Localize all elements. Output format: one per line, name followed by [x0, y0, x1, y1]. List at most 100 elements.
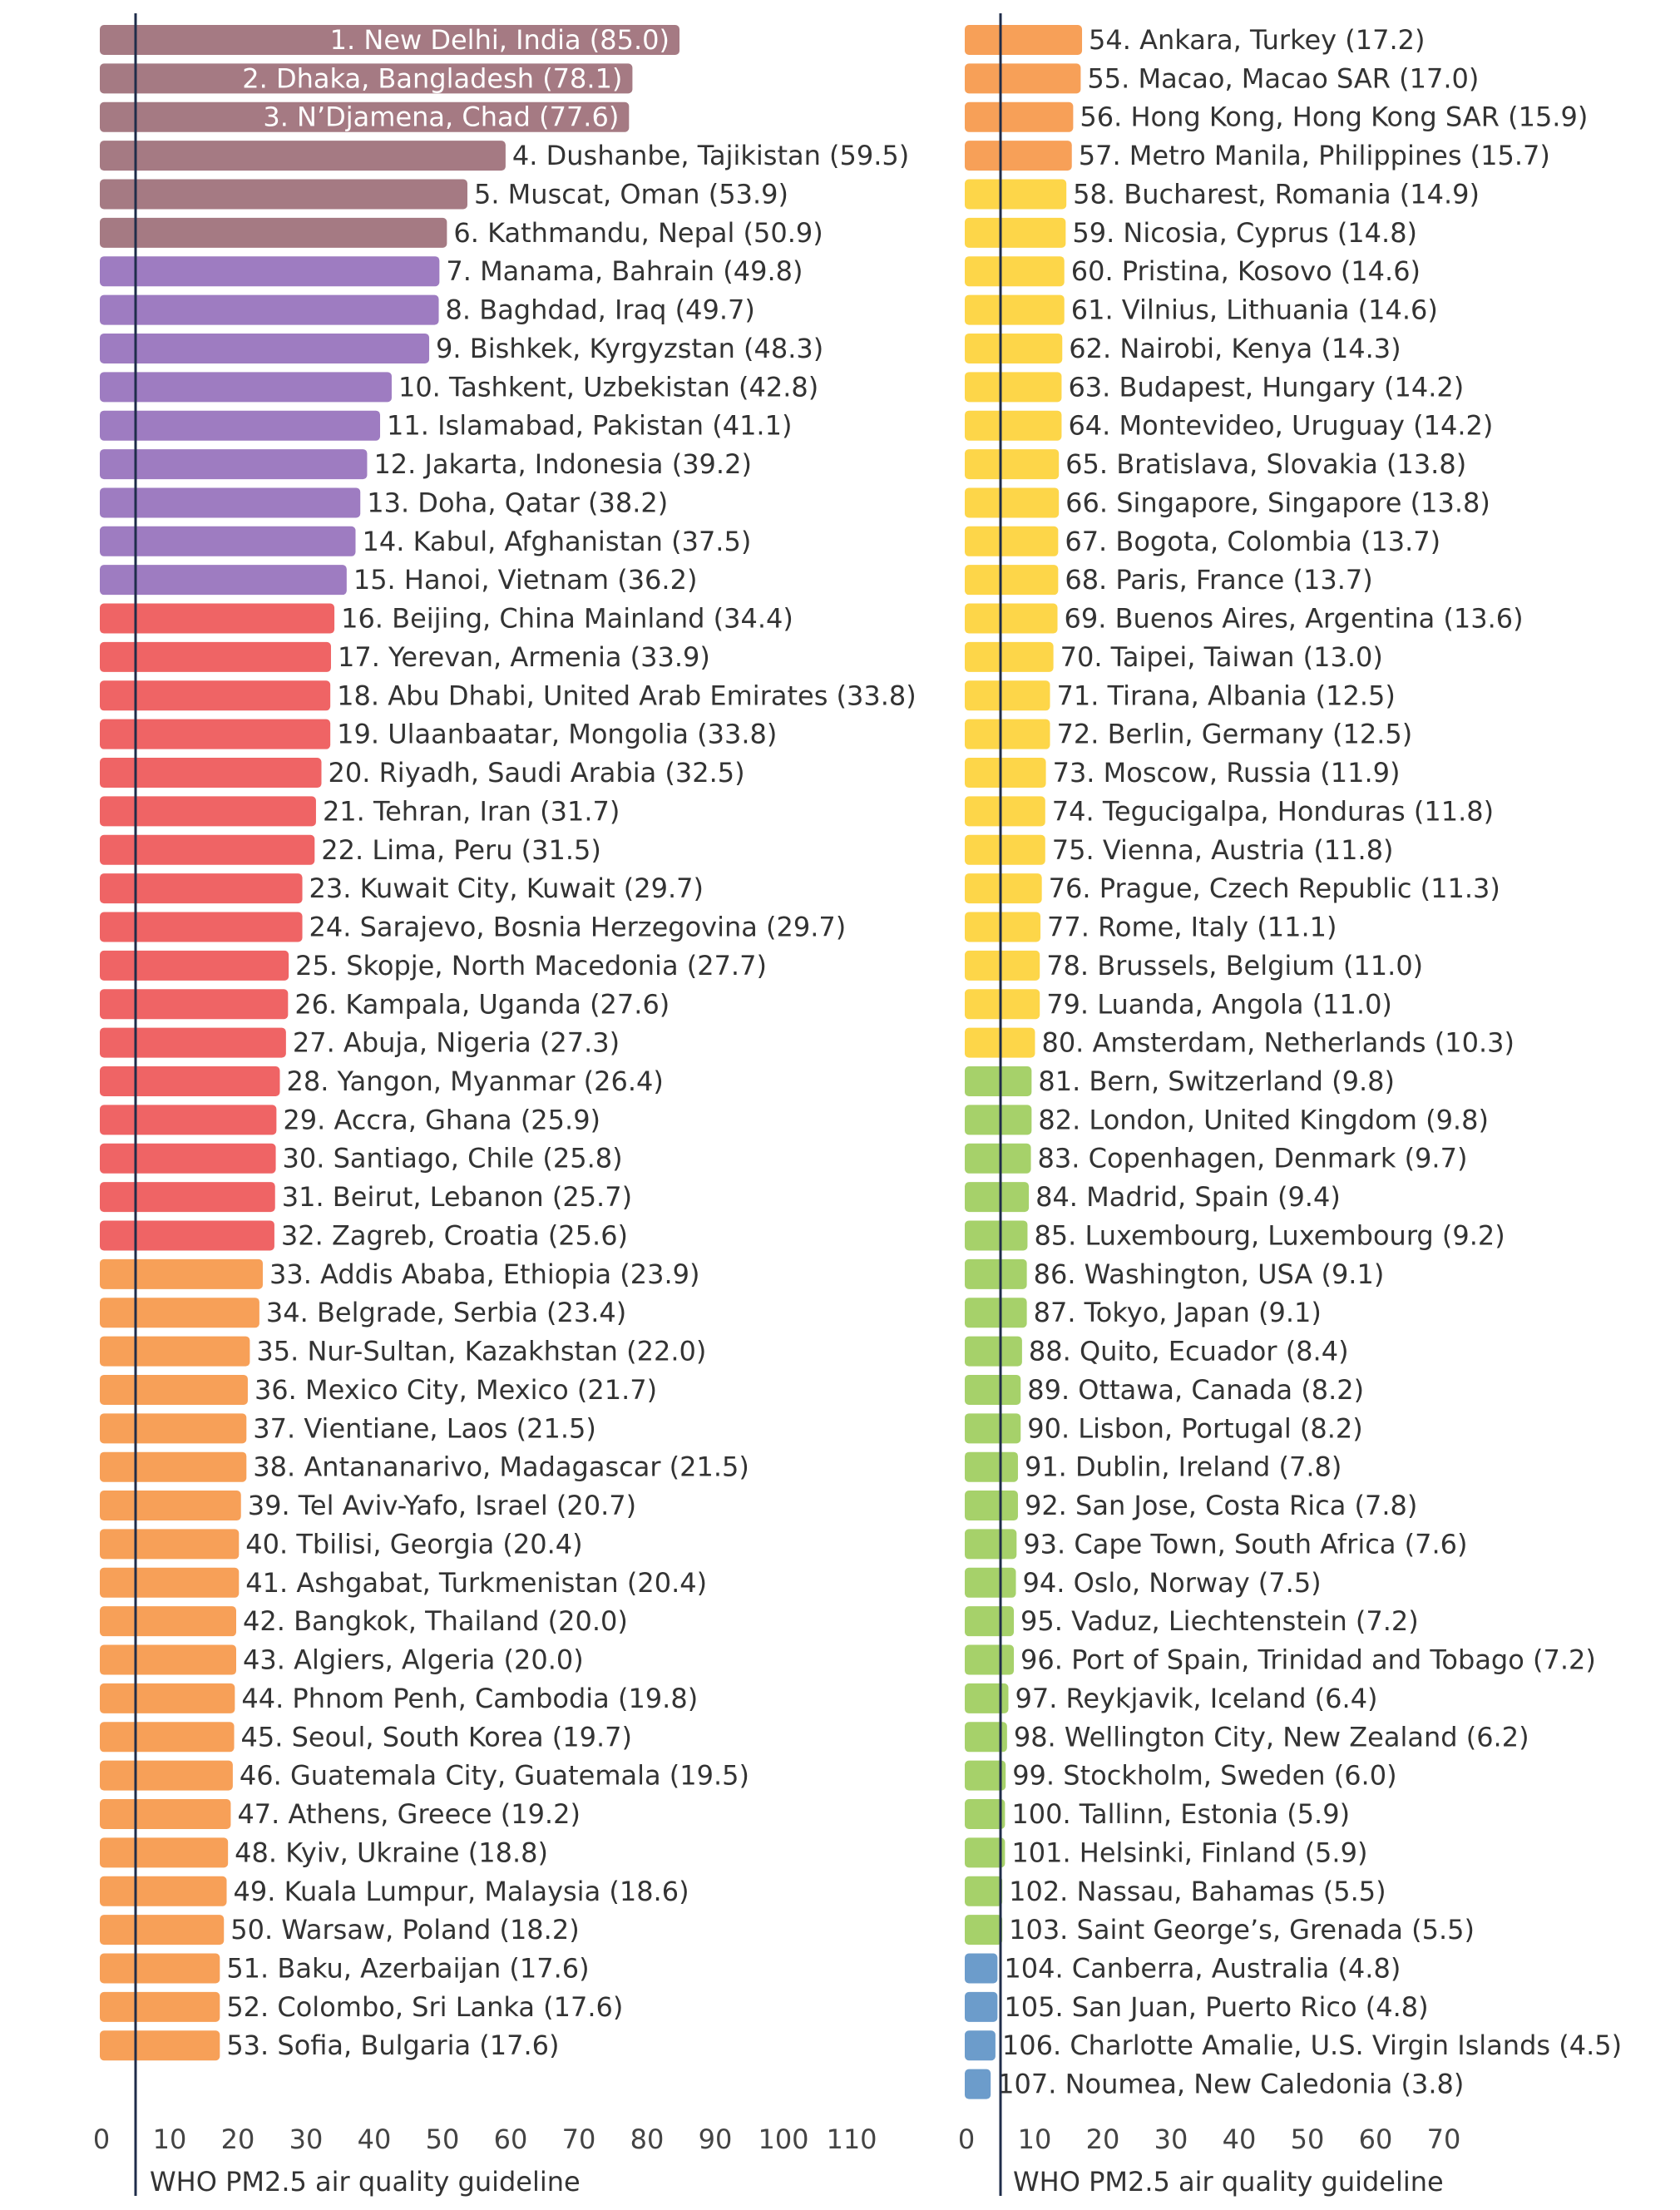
bar	[100, 873, 303, 904]
bar-label: 78. Brussels, Belgium (11.0)	[1046, 950, 1423, 981]
bar-label: 94. Oslo, Norway (7.5)	[1023, 1567, 1322, 1599]
bar	[100, 834, 315, 865]
bar-label: 43. Algiers, Algeria (20.0)	[243, 1644, 584, 1676]
bar	[965, 526, 1059, 556]
bar	[100, 141, 506, 171]
bar-label: 88. Quito, Ecuador (8.4)	[1029, 1336, 1349, 1367]
bar-label: 46. Guatemala City, Guatemala (19.5)	[240, 1760, 749, 1792]
bar	[965, 565, 1059, 596]
bar-label: 37. Vientiane, Laos (21.5)	[253, 1412, 596, 1444]
bar	[100, 2030, 220, 2061]
bar-label: 74. Tegucigalpa, Honduras (11.8)	[1052, 795, 1494, 827]
bar-label: 20. Riyadh, Saudi Arabia (32.5)	[329, 757, 745, 789]
bar	[100, 372, 392, 403]
x-tick-label: 50	[426, 2123, 460, 2155]
bar	[100, 1298, 259, 1328]
bar	[100, 449, 368, 480]
bar	[100, 1258, 263, 1289]
bar-label: 104. Canberra, Australia (4.8)	[1004, 1953, 1401, 1985]
bar-label: 84. Madrid, Spain (9.4)	[1035, 1181, 1341, 1213]
bar	[965, 1491, 1018, 1521]
bar	[965, 179, 1067, 210]
bar	[100, 796, 316, 827]
bar	[965, 1683, 1009, 1713]
bar-label: 6. Kathmandu, Nepal (50.9)	[453, 217, 823, 249]
bar	[100, 1567, 240, 1598]
bar-label: 32. Zagreb, Croatia (25.6)	[281, 1219, 628, 1251]
bar	[100, 179, 467, 210]
bar-label: 100. Tallinn, Estonia (5.9)	[1011, 1798, 1350, 1830]
x-tick-label: 40	[358, 2123, 392, 2155]
bar-label: 99. Stockholm, Sweden (6.0)	[1012, 1760, 1396, 1792]
bar	[100, 1336, 250, 1367]
bar	[965, 217, 1066, 248]
bar	[100, 1606, 236, 1637]
bar-label: 56. Hong Kong, Hong Kong SAR (15.9)	[1080, 101, 1588, 133]
bar-label: 42. Bangkok, Thailand (20.0)	[243, 1605, 628, 1637]
bar-label: 61. Vilnius, Lithuania (14.6)	[1071, 294, 1438, 326]
bar-label: 21. Tehran, Iran (31.7)	[323, 795, 620, 827]
bar-label: 23. Kuwait City, Kuwait (29.7)	[309, 873, 704, 904]
bar	[965, 487, 1060, 518]
bar-label: 35. Nur-Sultan, Kazakhstan (22.0)	[256, 1336, 706, 1367]
bar	[100, 912, 303, 942]
x-tick-label: 70	[1427, 2123, 1461, 2155]
bar-label: 3. N’Djamena, Chad (77.6)	[263, 101, 619, 133]
bar	[965, 603, 1058, 634]
bar-label: 29. Accra, Ghana (25.9)	[283, 1104, 600, 1135]
bar	[100, 1799, 231, 1830]
bar-label: 65. Bratislava, Slovakia (13.8)	[1065, 448, 1466, 480]
bar-label: 27. Abuja, Nigeria (27.3)	[293, 1027, 620, 1059]
bar-label: 11. Islamabad, Pakistan (41.1)	[387, 410, 792, 442]
who-guideline-label: WHO PM2.5 air quality guideline	[1013, 2166, 1444, 2198]
bar	[965, 950, 1040, 981]
x-tick-label: 60	[494, 2123, 528, 2155]
bar-label: 4. Dushanbe, Tajikistan (59.5)	[512, 140, 909, 171]
bar-label: 80. Amsterdam, Netherlands (10.3)	[1041, 1027, 1514, 1059]
bar-label: 47. Athens, Greece (19.2)	[237, 1798, 581, 1830]
bar	[965, 372, 1062, 403]
bar-label: 72. Berlin, Germany (12.5)	[1057, 719, 1413, 750]
bar-label: 45. Seoul, South Korea (19.7)	[241, 1721, 632, 1753]
bar	[965, 410, 1062, 441]
bar-label: 67. Bogota, Colombia (13.7)	[1065, 526, 1440, 557]
bar	[100, 641, 331, 672]
bar-label: 19. Ulaanbaatar, Mongolia (33.8)	[337, 719, 777, 750]
bar	[100, 603, 335, 634]
bar	[965, 25, 1083, 55]
bar-label: 60. Pristina, Kosovo (14.6)	[1071, 255, 1421, 287]
bar	[100, 63, 633, 94]
bar	[100, 565, 347, 596]
bar	[100, 1991, 220, 2022]
bar	[965, 1413, 1021, 1444]
x-tick-label: 100	[758, 2123, 808, 2155]
bar-label: 96. Port of Spain, Trinidad and Tobago (…	[1020, 1644, 1596, 1676]
bar	[965, 912, 1041, 942]
bar	[100, 1413, 247, 1444]
bar-label: 93. Cape Town, South Africa (7.6)	[1023, 1528, 1467, 1560]
bar-label: 12. Jakarta, Indonesia (39.2)	[373, 448, 751, 480]
bar-label: 41. Ashgabat, Turkmenistan (20.4)	[245, 1567, 707, 1599]
bar	[965, 641, 1054, 672]
bar	[965, 1143, 1031, 1174]
bar-label: 36. Mexico City, Mexico (21.7)	[254, 1374, 657, 1406]
bar-label: 81. Bern, Switzerland (9.8)	[1038, 1065, 1395, 1097]
bar-label: 10. Tashkent, Uzbekistan (42.8)	[398, 371, 818, 403]
bar	[100, 1182, 275, 1213]
bar	[100, 294, 439, 325]
bar-label: 102. Nassau, Bahamas (5.5)	[1009, 1876, 1386, 1907]
bar	[965, 758, 1046, 789]
bar-label: 89. Ottawa, Canada (8.2)	[1027, 1374, 1364, 1406]
bar	[965, 1567, 1016, 1598]
bar-label: 38. Antananarivo, Madagascar (21.5)	[253, 1451, 749, 1483]
bar-label: 44. Phnom Penh, Cambodia (19.8)	[241, 1683, 698, 1714]
bar	[965, 1722, 1007, 1753]
bar-label: 17. Yerevan, Armenia (33.9)	[338, 641, 710, 673]
bar-label: 13. Doha, Qatar (38.2)	[367, 487, 668, 518]
bar	[965, 1182, 1030, 1213]
bar	[965, 1374, 1021, 1405]
bar-label: 33. Addis Ababa, Ethiopia (23.9)	[269, 1258, 700, 1290]
bar	[965, 1105, 1032, 1135]
bar	[965, 1644, 1015, 1675]
